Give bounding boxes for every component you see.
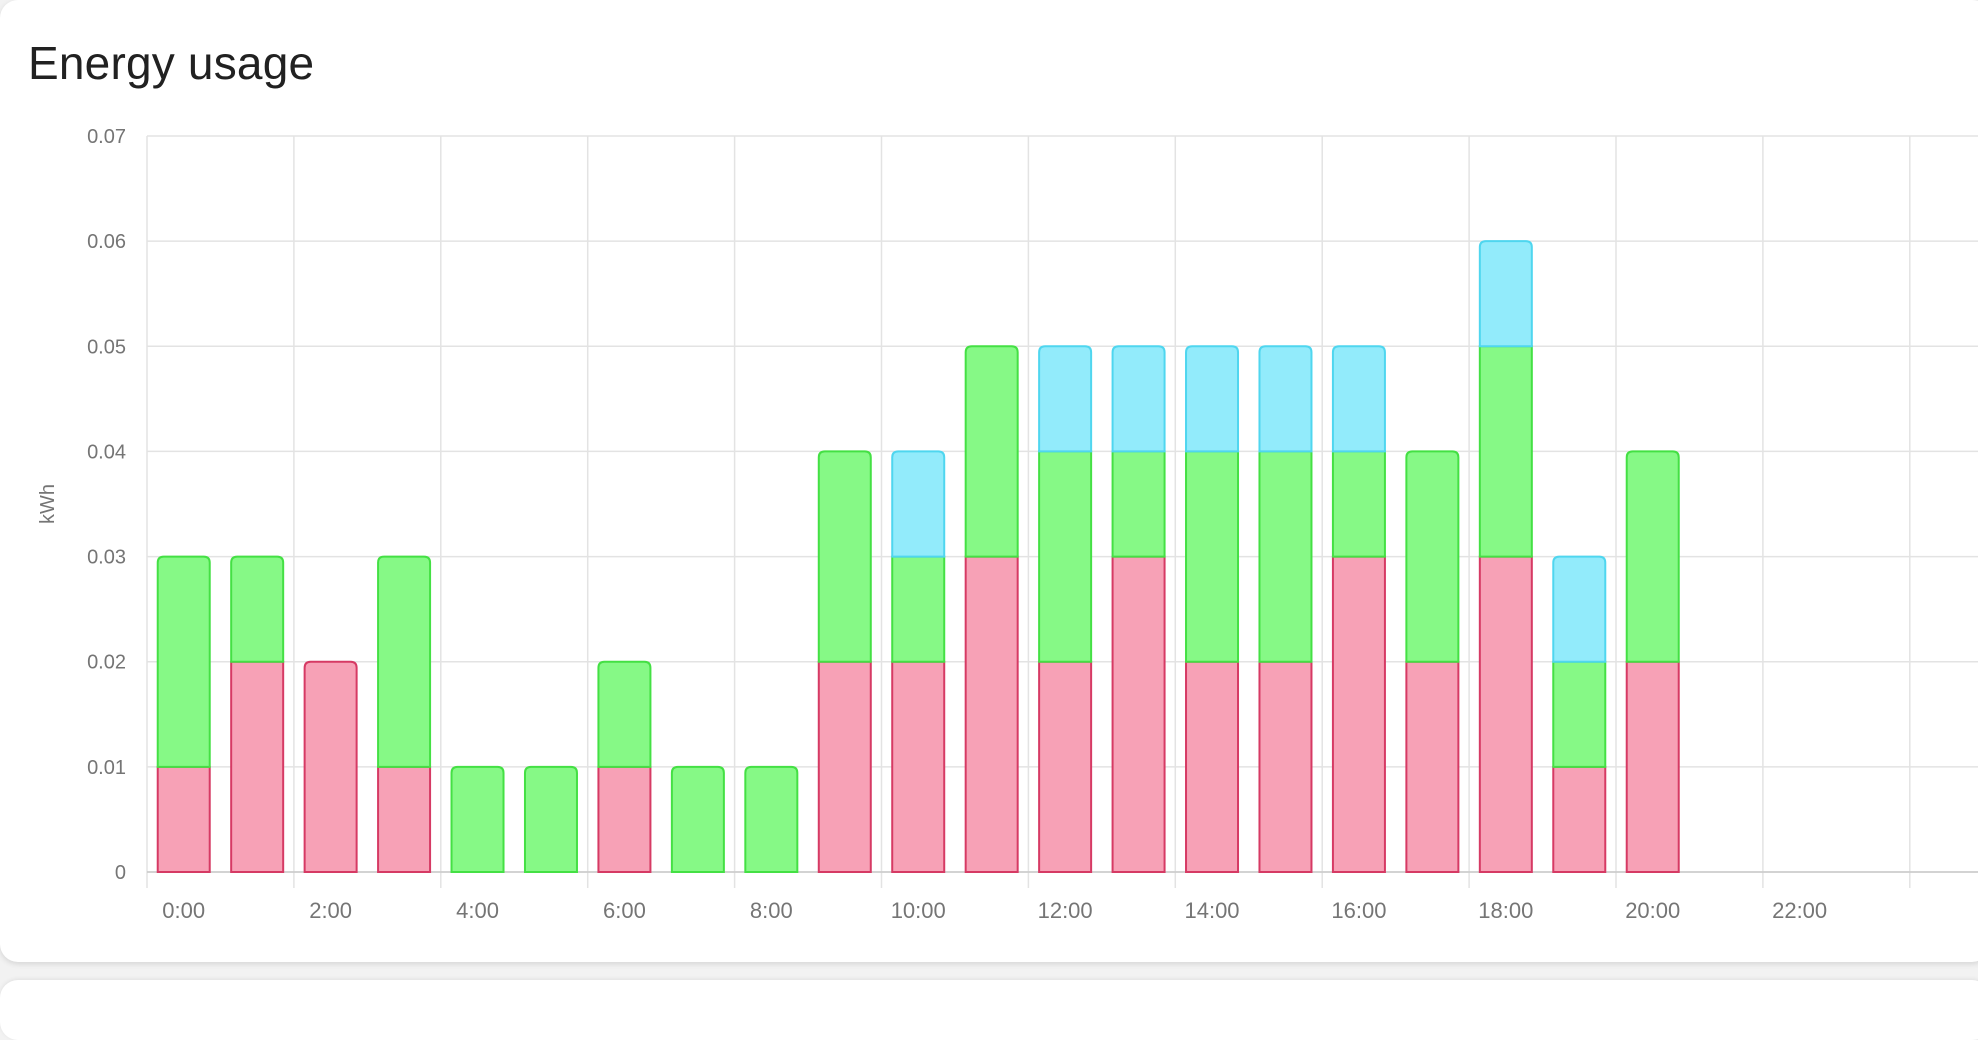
bar-segment-pink-3[interactable] [377,765,432,873]
y-tick-label: 0.04 [87,441,126,463]
bar-segment-green-18[interactable] [1478,345,1533,558]
bar-segment-green-1[interactable] [230,555,285,663]
bars [156,240,1680,873]
x-tick-label: 8:00 [750,898,793,923]
bar-segment-green-13[interactable] [1111,450,1166,558]
bar-segment-pink-20[interactable] [1625,660,1680,873]
x-tick-label: 12:00 [1038,898,1093,923]
energy-usage-card: Energy usage 0 0.01 0.02 0.03 0.04 0.05 0.06 0.… [0,0,1978,962]
bar-segment-green-6[interactable] [597,660,652,768]
bar-segment-green-3[interactable] [377,555,432,768]
bar-segment-pink-16[interactable] [1331,555,1386,873]
bar-segment-blue-10[interactable] [891,450,946,558]
bar-segment-blue-18[interactable] [1478,240,1533,348]
bar-segment-green-19[interactable] [1552,660,1607,768]
bar-segment-blue-14[interactable] [1185,345,1240,453]
y-tick-label: 0 [115,862,126,884]
bar-segment-green-16[interactable] [1331,450,1386,558]
bar-segment-pink-12[interactable] [1038,660,1093,873]
bar-segment-green-10[interactable] [891,555,946,663]
bar-segment-pink-18[interactable] [1478,555,1533,873]
bar-segment-pink-9[interactable] [817,660,872,873]
y-tick-label: 0.06 [87,231,126,253]
bar-segment-green-0[interactable] [156,555,211,768]
card-title: Energy usage [28,37,315,89]
next-card [0,980,1978,1040]
x-tick-label: 10:00 [891,898,946,923]
bar-segment-green-8[interactable] [744,765,799,873]
x-tick-label: 20:00 [1625,898,1680,923]
x-tick-label: 0:00 [162,898,205,923]
bar-segment-blue-13[interactable] [1111,345,1166,453]
y-tick-label: 0.01 [87,757,126,779]
bar-segment-blue-12[interactable] [1038,345,1093,453]
bar-segment-green-4[interactable] [450,765,505,873]
tick-labels: 0 0.01 0.02 0.03 0.04 0.05 0.06 0.07 0:00 2:00 4:0… [37,126,1827,923]
bar-segment-green-17[interactable] [1405,450,1460,663]
y-tick-label: 0.03 [87,547,126,569]
bar-segment-green-20[interactable] [1625,450,1680,663]
bar-segment-pink-13[interactable] [1111,555,1166,873]
bar-segment-pink-2[interactable] [303,660,358,873]
x-tick-label: 14:00 [1184,898,1239,923]
bar-segment-green-15[interactable] [1258,450,1313,663]
energy-usage-chart: 0 0.01 0.02 0.03 0.04 0.05 0.06 0.07 0:00 2:00 4:0… [37,126,1978,923]
bar-segment-pink-14[interactable] [1185,660,1240,873]
bar-segment-green-7[interactable] [670,765,725,873]
x-tick-label: 4:00 [456,898,499,923]
bar-segment-pink-1[interactable] [230,660,285,873]
bar-segment-pink-0[interactable] [156,765,211,873]
bar-segment-pink-6[interactable] [597,765,652,873]
y-axis-label: kWh [37,484,59,524]
y-tick-label: 0.07 [87,126,126,148]
bar-segment-pink-10[interactable] [891,660,946,873]
bar-segment-blue-19[interactable] [1552,555,1607,663]
x-tick-label: 22:00 [1772,898,1827,923]
x-tick-label: 18:00 [1478,898,1533,923]
bar-segment-green-9[interactable] [817,450,872,663]
x-tick-label: 6:00 [603,898,646,923]
bar-segment-green-14[interactable] [1185,450,1240,663]
y-tick-label: 0.05 [87,336,126,358]
bar-segment-blue-15[interactable] [1258,345,1313,453]
bar-segment-pink-11[interactable] [964,555,1019,873]
bar-segment-green-11[interactable] [964,345,1019,558]
bar-segment-pink-15[interactable] [1258,660,1313,873]
bar-segment-green-12[interactable] [1038,450,1093,663]
bar-segment-green-5[interactable] [523,765,578,873]
x-tick-label: 16:00 [1331,898,1386,923]
bar-segment-pink-19[interactable] [1552,765,1607,873]
y-tick-label: 0.02 [87,652,126,674]
bar-segment-blue-16[interactable] [1331,345,1386,453]
bar-segment-pink-17[interactable] [1405,660,1460,873]
x-tick-label: 2:00 [309,898,352,923]
